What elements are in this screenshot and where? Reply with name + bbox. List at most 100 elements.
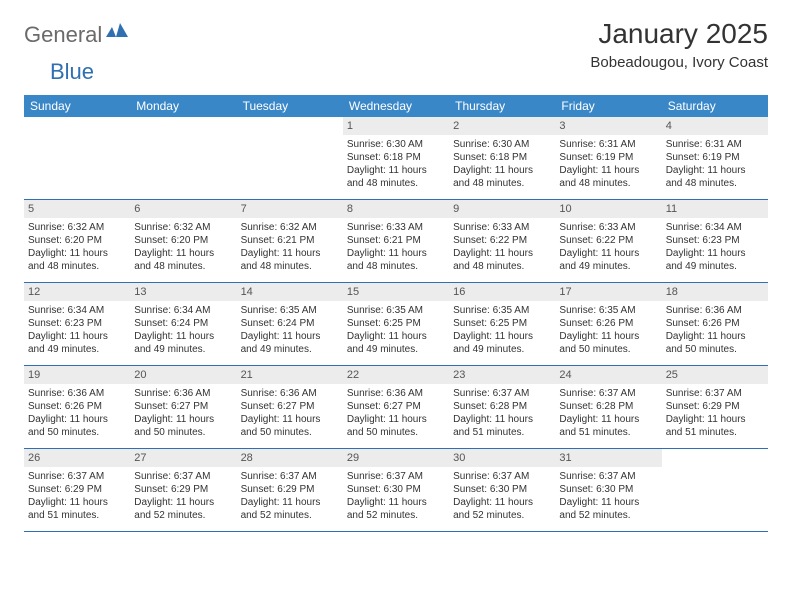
page-title: January 2025: [590, 18, 768, 50]
sunset-text: Sunset: 6:28 PM: [559, 400, 657, 413]
weekday-header: Wednesday: [343, 95, 449, 117]
day-number: 24: [555, 366, 661, 384]
day-details: Sunrise: 6:37 AMSunset: 6:30 PMDaylight:…: [555, 467, 661, 528]
sunrise-text: Sunrise: 6:32 AM: [134, 221, 232, 234]
day-details: Sunrise: 6:31 AMSunset: 6:19 PMDaylight:…: [662, 135, 768, 196]
day-details: Sunrise: 6:37 AMSunset: 6:30 PMDaylight:…: [449, 467, 555, 528]
day-details: Sunrise: 6:35 AMSunset: 6:25 PMDaylight:…: [449, 301, 555, 362]
calendar-day: 1Sunrise: 6:30 AMSunset: 6:18 PMDaylight…: [343, 117, 449, 199]
day-details: Sunrise: 6:32 AMSunset: 6:21 PMDaylight:…: [237, 218, 343, 279]
day-number: 14: [237, 283, 343, 301]
daylight-text: Daylight: 11 hours and 49 minutes.: [347, 330, 445, 356]
day-number: [237, 117, 343, 121]
daylight-text: Daylight: 11 hours and 48 minutes.: [453, 247, 551, 273]
calendar-day: 7Sunrise: 6:32 AMSunset: 6:21 PMDaylight…: [237, 200, 343, 282]
day-details: Sunrise: 6:34 AMSunset: 6:23 PMDaylight:…: [662, 218, 768, 279]
calendar-day: 8Sunrise: 6:33 AMSunset: 6:21 PMDaylight…: [343, 200, 449, 282]
brand-flag-icon: [106, 21, 128, 44]
calendar-day: 20Sunrise: 6:36 AMSunset: 6:27 PMDayligh…: [130, 366, 236, 448]
day-number: 22: [343, 366, 449, 384]
day-number: 27: [130, 449, 236, 467]
daylight-text: Daylight: 11 hours and 49 minutes.: [28, 330, 126, 356]
day-number: 11: [662, 200, 768, 218]
sunset-text: Sunset: 6:27 PM: [347, 400, 445, 413]
sunrise-text: Sunrise: 6:37 AM: [559, 387, 657, 400]
day-number: 21: [237, 366, 343, 384]
day-number: 8: [343, 200, 449, 218]
calendar-weeks: 1Sunrise: 6:30 AMSunset: 6:18 PMDaylight…: [24, 117, 768, 532]
sunrise-text: Sunrise: 6:36 AM: [134, 387, 232, 400]
daylight-text: Daylight: 11 hours and 50 minutes.: [666, 330, 764, 356]
calendar-day-empty: [130, 117, 236, 199]
day-details: Sunrise: 6:35 AMSunset: 6:26 PMDaylight:…: [555, 301, 661, 362]
sunset-text: Sunset: 6:29 PM: [241, 483, 339, 496]
calendar-week: 5Sunrise: 6:32 AMSunset: 6:20 PMDaylight…: [24, 200, 768, 283]
daylight-text: Daylight: 11 hours and 51 minutes.: [28, 496, 126, 522]
sunset-text: Sunset: 6:29 PM: [666, 400, 764, 413]
sunrise-text: Sunrise: 6:36 AM: [28, 387, 126, 400]
sunrise-text: Sunrise: 6:35 AM: [559, 304, 657, 317]
daylight-text: Daylight: 11 hours and 48 minutes.: [347, 164, 445, 190]
daylight-text: Daylight: 11 hours and 49 minutes.: [559, 247, 657, 273]
day-number: [130, 117, 236, 121]
calendar-day: 6 Sunrise: 6:32 AMSunset: 6:20 PMDaylight…: [130, 200, 236, 282]
sunrise-text: Sunrise: 6:35 AM: [453, 304, 551, 317]
calendar-day: 22Sunrise: 6:36 AMSunset: 6:27 PMDayligh…: [343, 366, 449, 448]
weekday-header: Monday: [130, 95, 236, 117]
calendar-week: 1Sunrise: 6:30 AMSunset: 6:18 PMDaylight…: [24, 117, 768, 200]
sunset-text: Sunset: 6:27 PM: [134, 400, 232, 413]
day-number: 6: [130, 200, 236, 218]
calendar-page: General January 2025 Bobeadougou, Ivory …: [0, 0, 792, 550]
calendar-day: 17Sunrise: 6:35 AMSunset: 6:26 PMDayligh…: [555, 283, 661, 365]
calendar-day: 5Sunrise: 6:32 AMSunset: 6:20 PMDaylight…: [24, 200, 130, 282]
sunset-text: Sunset: 6:26 PM: [28, 400, 126, 413]
sunset-text: Sunset: 6:21 PM: [241, 234, 339, 247]
calendar-day: 9Sunrise: 6:33 AMSunset: 6:22 PMDaylight…: [449, 200, 555, 282]
sunset-text: Sunset: 6:25 PM: [347, 317, 445, 330]
weekday-header: Sunday: [24, 95, 130, 117]
sunrise-text: Sunrise: 6:34 AM: [28, 304, 126, 317]
day-number: 3: [555, 117, 661, 135]
calendar-week: 19Sunrise: 6:36 AMSunset: 6:26 PMDayligh…: [24, 366, 768, 449]
sunrise-text: Sunrise: 6:31 AM: [559, 138, 657, 151]
daylight-text: Daylight: 11 hours and 48 minutes.: [453, 164, 551, 190]
daylight-text: Daylight: 11 hours and 49 minutes.: [453, 330, 551, 356]
day-details: Sunrise: 6:33 AMSunset: 6:21 PMDaylight:…: [343, 218, 449, 279]
daylight-text: Daylight: 11 hours and 51 minutes.: [559, 413, 657, 439]
sunrise-text: Sunrise: 6:37 AM: [347, 470, 445, 483]
day-details: Sunrise: 6:36 AMSunset: 6:26 PMDaylight:…: [24, 384, 130, 445]
sunrise-text: Sunrise: 6:37 AM: [453, 387, 551, 400]
calendar-day-empty: [237, 117, 343, 199]
weekday-header: Thursday: [449, 95, 555, 117]
sunset-text: Sunset: 6:27 PM: [241, 400, 339, 413]
sunrise-text: Sunrise: 6:37 AM: [453, 470, 551, 483]
sunset-text: Sunset: 6:30 PM: [453, 483, 551, 496]
sunrise-text: Sunrise: 6:37 AM: [559, 470, 657, 483]
daylight-text: Daylight: 11 hours and 50 minutes.: [28, 413, 126, 439]
daylight-text: Daylight: 11 hours and 49 minutes.: [241, 330, 339, 356]
day-number: 20: [130, 366, 236, 384]
sunrise-text: Sunrise: 6:33 AM: [559, 221, 657, 234]
calendar-day: 26Sunrise: 6:37 AMSunset: 6:29 PMDayligh…: [24, 449, 130, 531]
daylight-text: Daylight: 11 hours and 48 minutes.: [134, 247, 232, 273]
daylight-text: Daylight: 11 hours and 51 minutes.: [453, 413, 551, 439]
daylight-text: Daylight: 11 hours and 50 minutes.: [347, 413, 445, 439]
brand-logo: General: [24, 18, 130, 48]
day-number: 29: [343, 449, 449, 467]
sunset-text: Sunset: 6:30 PM: [559, 483, 657, 496]
calendar-day: 15Sunrise: 6:35 AMSunset: 6:25 PMDayligh…: [343, 283, 449, 365]
sunset-text: Sunset: 6:21 PM: [347, 234, 445, 247]
sunset-text: Sunset: 6:20 PM: [134, 234, 232, 247]
day-details: Sunrise: 6:35 AMSunset: 6:24 PMDaylight:…: [237, 301, 343, 362]
calendar-day: 10Sunrise: 6:33 AMSunset: 6:22 PMDayligh…: [555, 200, 661, 282]
sunrise-text: Sunrise: 6:36 AM: [666, 304, 764, 317]
day-details: Sunrise: 6:36 AMSunset: 6:26 PMDaylight:…: [662, 301, 768, 362]
daylight-text: Daylight: 11 hours and 48 minutes.: [241, 247, 339, 273]
sunrise-text: Sunrise: 6:30 AM: [347, 138, 445, 151]
calendar-day: 11Sunrise: 6:34 AMSunset: 6:23 PMDayligh…: [662, 200, 768, 282]
day-number: 17: [555, 283, 661, 301]
sunset-text: Sunset: 6:18 PM: [453, 151, 551, 164]
calendar-week: 12Sunrise: 6:34 AMSunset: 6:23 PMDayligh…: [24, 283, 768, 366]
calendar-day: 13Sunrise: 6:34 AMSunset: 6:24 PMDayligh…: [130, 283, 236, 365]
page-location: Bobeadougou, Ivory Coast: [590, 54, 768, 71]
